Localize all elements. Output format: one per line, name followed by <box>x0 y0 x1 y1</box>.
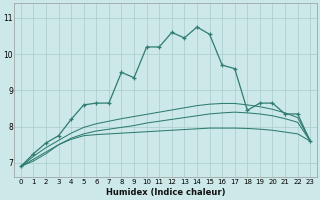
X-axis label: Humidex (Indice chaleur): Humidex (Indice chaleur) <box>106 188 225 197</box>
